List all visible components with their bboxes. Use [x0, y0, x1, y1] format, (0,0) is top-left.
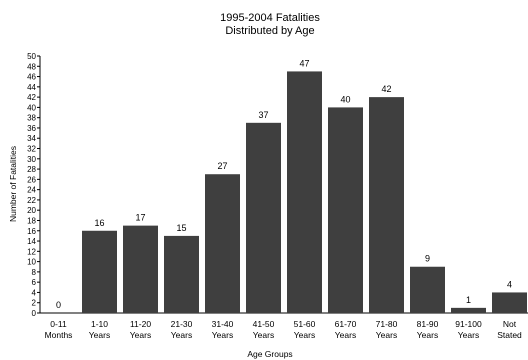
y-tick-label: 10: [27, 258, 36, 267]
x-tick-label-line2: Stated: [497, 330, 522, 340]
bar: [205, 174, 240, 313]
y-tick-label: 24: [27, 186, 36, 195]
y-tick-label: 8: [32, 268, 37, 277]
bar: [410, 266, 445, 313]
y-tick-label: 34: [27, 134, 36, 143]
data-labels: 0 16 17 15 27 37 47 40 42 9 1 4: [56, 58, 512, 310]
y-tick-label: 0: [32, 309, 37, 318]
x-tick-label-line2: Years: [376, 330, 397, 340]
y-tick-label: 30: [27, 155, 36, 164]
y-tick-label: 44: [27, 83, 36, 92]
y-axis-label: Number of Fatalities: [8, 146, 18, 222]
y-tick-label: 26: [27, 175, 36, 184]
bar: [451, 307, 486, 313]
y-tick-label: 46: [27, 73, 36, 82]
bar: [492, 292, 527, 313]
data-label: 27: [217, 161, 227, 171]
x-tick-label: 81-90: [417, 319, 439, 329]
bar: [82, 230, 117, 313]
x-tick-label: 1-10: [91, 319, 108, 329]
bar: [287, 71, 322, 313]
x-tick-label: 21-30: [171, 319, 193, 329]
data-label: 17: [135, 213, 145, 223]
x-tick-label-line2: Years: [335, 330, 356, 340]
data-label: 4: [507, 279, 512, 289]
x-tick-label: 31-40: [212, 319, 234, 329]
data-label: 16: [94, 218, 104, 228]
data-label: 1: [466, 295, 471, 305]
x-tick-label-line2: Years: [458, 330, 479, 340]
y-tick-label: 20: [27, 206, 36, 215]
x-tick-label-line2: Years: [171, 330, 192, 340]
x-tick-label-line2: Months: [45, 330, 73, 340]
bar: [164, 235, 199, 313]
chart-title: 1995-2004 Fatalities: [220, 12, 320, 24]
y-tick-label: 4: [32, 288, 37, 297]
y-tick-label: 38: [27, 114, 36, 123]
y-tick-label: 6: [32, 278, 37, 287]
y-tick-label: 42: [27, 93, 36, 102]
data-label: 47: [299, 58, 309, 68]
y-tick-label: 48: [27, 62, 36, 71]
x-tick-label-line2: Years: [89, 330, 110, 340]
y-tick-label: 2: [32, 299, 37, 308]
x-category-labels: 0-11Months1-10Years11-20Years21-30Years3…: [45, 319, 522, 340]
bar: [246, 122, 281, 313]
y-tick-label: 36: [27, 124, 36, 133]
x-tick-label: 71-80: [376, 319, 398, 329]
x-tick-label-line2: Years: [417, 330, 438, 340]
data-label: 40: [340, 94, 350, 104]
bar: [369, 97, 404, 314]
x-tick-label: 91-100: [455, 319, 482, 329]
y-tick-label: 12: [27, 247, 36, 256]
y-tick-label: 16: [27, 227, 36, 236]
x-tick-label: 61-70: [335, 319, 357, 329]
bar: [123, 225, 158, 313]
x-tick-label: 11-20: [130, 319, 151, 329]
y-tick-label: 50: [27, 52, 36, 61]
data-label: 37: [258, 110, 268, 120]
y-ticks: 0246810121416182022242628303234363840424…: [27, 52, 40, 318]
bars: [82, 71, 527, 314]
x-tick-label-line2: Years: [212, 330, 233, 340]
x-tick-label: Not: [503, 319, 517, 329]
x-tick-label-line2: Years: [130, 330, 151, 340]
x-tick-label-line2: Years: [294, 330, 315, 340]
x-tick-label-line2: Years: [253, 330, 274, 340]
y-tick-label: 14: [27, 237, 36, 246]
data-label: 42: [381, 84, 391, 94]
y-tick-label: 18: [27, 216, 36, 225]
data-label: 9: [425, 254, 430, 264]
y-tick-label: 32: [27, 145, 36, 154]
y-tick-label: 40: [27, 103, 36, 112]
x-tick-label: 51-60: [294, 319, 316, 329]
x-tick-label: 0-11: [50, 319, 67, 329]
y-axis-label-group: Number of Fatalities: [8, 146, 18, 222]
y-tick-label: 22: [27, 196, 36, 205]
data-label: 15: [176, 223, 186, 233]
x-tick-label: 41-50: [253, 319, 275, 329]
chart-subtitle: Distributed by Age: [225, 25, 314, 37]
axes: [39, 56, 528, 314]
data-label: 0: [56, 300, 61, 310]
y-tick-label: 28: [27, 165, 36, 174]
x-axis-label: Age Groups: [247, 349, 292, 359]
bar: [328, 107, 363, 314]
